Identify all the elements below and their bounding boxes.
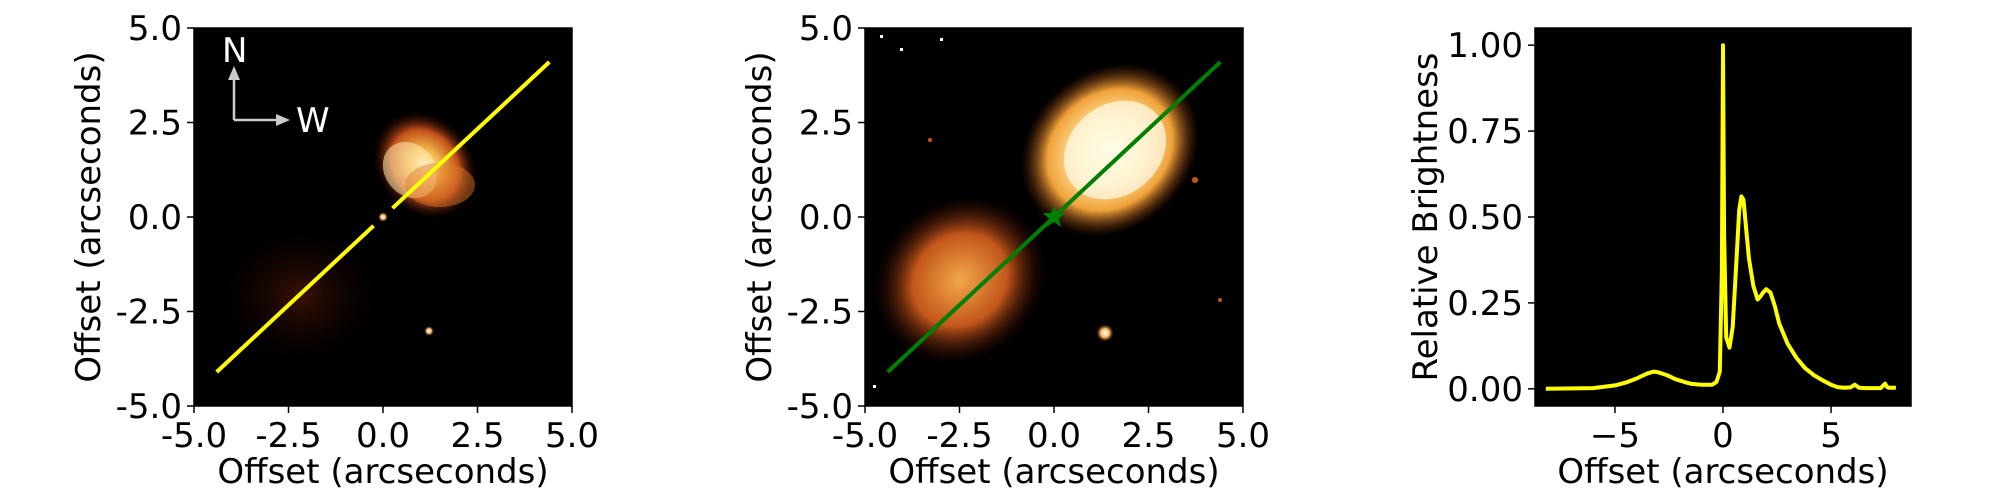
right-x-ticks: −5 0 5 <box>1590 406 1842 456</box>
y-tick-label: 5.0 <box>799 9 853 49</box>
y-tick-label: 0.0 <box>128 198 182 238</box>
left-y-axis-label: Offset (arcseconds) <box>69 51 109 382</box>
y-tick-label: -5.0 <box>787 387 853 427</box>
x-tick-label: 5.0 <box>545 416 599 456</box>
panel-right: −5 0 5 0.00 0.25 0.50 0.75 1.00 Offset (arcsec… <box>1406 26 1912 492</box>
x-tick-label: −5 <box>1590 416 1640 456</box>
compass-west-label: W <box>296 101 330 141</box>
y-tick-label: 2.5 <box>128 104 182 144</box>
central-star-marker <box>1042 205 1066 227</box>
y-tick-label: 5.0 <box>128 9 182 49</box>
left-x-ticks: -5.0 -2.5 0.0 2.5 5.0 <box>161 406 599 456</box>
y-tick-label: -2.5 <box>787 293 853 333</box>
y-tick-label: 0.50 <box>1447 198 1523 238</box>
x-tick-label: 2.5 <box>1121 416 1175 456</box>
y-tick-label: 0.0 <box>799 198 853 238</box>
left-cut-line-segment <box>391 60 551 210</box>
compass-west-arrowhead <box>276 114 290 126</box>
middle-x-ticks: -5.0 -2.5 0.0 2.5 5.0 <box>832 406 1270 456</box>
brightness-profile-line <box>1545 43 1896 391</box>
x-tick-label: 0.0 <box>356 416 410 456</box>
x-tick-label: 2.5 <box>450 416 504 456</box>
x-tick-label: -2.5 <box>926 416 992 456</box>
x-tick-label: 0.0 <box>1027 416 1081 456</box>
compass-north-arrowhead <box>228 66 240 80</box>
middle-nebula-image <box>873 35 1222 388</box>
middle-x-axis-label: Offset (arcseconds) <box>888 452 1219 492</box>
left-y-ticks: -5.0 -2.5 0.0 2.5 5.0 <box>116 9 194 427</box>
x-tick-label: 0 <box>1712 416 1734 456</box>
panel-left: N W -5.0 -2.5 0.0 2.5 5.0 -5.0-2.50.02.55.0 … <box>69 9 599 492</box>
x-tick-label: -2.5 <box>255 416 321 456</box>
middle-y-axis-label: Offset (arcseconds) <box>740 51 780 382</box>
y-tick-label: 1.00 <box>1447 26 1523 66</box>
left-x-axis-label: Offset (arcseconds) <box>217 452 548 492</box>
x-tick-label: -5.0 <box>832 416 898 456</box>
y-tick-label: 0.00 <box>1447 370 1523 410</box>
compass: N W <box>222 31 330 141</box>
x-tick-label: 5 <box>1820 416 1842 456</box>
y-tick-label: -5.0 <box>116 387 182 427</box>
right-y-axis-label: Relative Brightness <box>1406 52 1446 381</box>
x-tick-label: -5.0 <box>161 416 227 456</box>
y-tick-label: 2.5 <box>799 104 853 144</box>
y-tick-label: -2.5 <box>116 293 182 333</box>
x-tick-label: 5.0 <box>1216 416 1270 456</box>
middle-y-ticks: -5.0 -2.5 0.0 2.5 5.0 <box>787 9 865 427</box>
right-y-ticks: 0.00 0.25 0.50 0.75 1.00 <box>1447 26 1535 410</box>
right-x-axis-label: Offset (arcseconds) <box>1557 452 1888 492</box>
y-tick-label: 0.25 <box>1447 284 1523 324</box>
y-tick-label: 0.75 <box>1447 112 1523 152</box>
panel-middle: -5.0 -2.5 0.0 2.5 5.0 -5.0 -2.5 0.0 2.5 5.0 Offs… <box>740 9 1270 492</box>
compass-north-label: N <box>222 31 247 71</box>
left-cut-line-segment <box>215 224 375 374</box>
